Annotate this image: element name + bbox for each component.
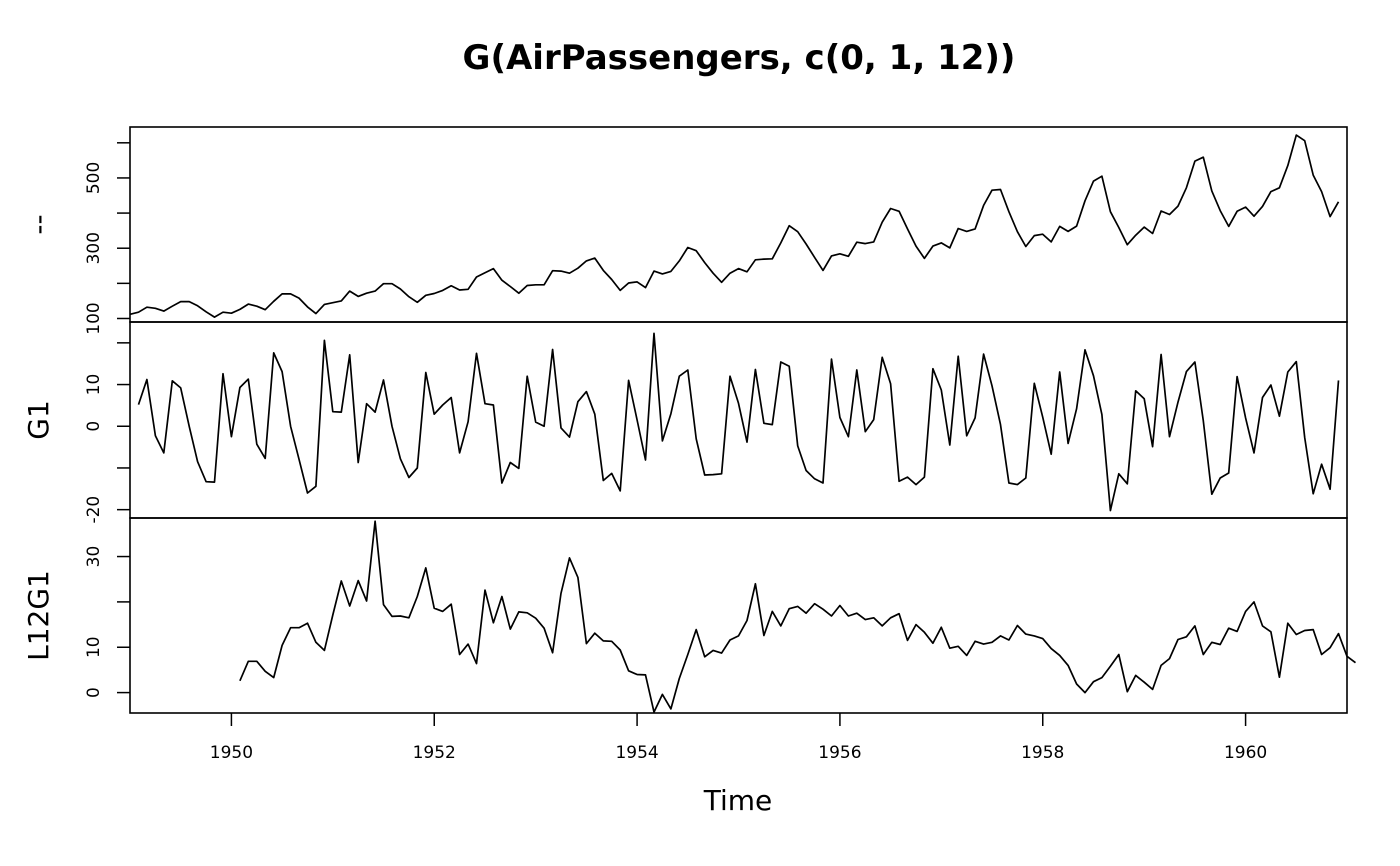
series-line-g1 (137, 332, 1340, 512)
y-axis-title-passengers: -- (22, 214, 55, 234)
y-axis-title-l12g1: L12G1 (22, 570, 55, 661)
x-tick-label: 1952 (413, 743, 456, 763)
chart-title: G(AirPassengers, c(0, 1, 12)) (463, 38, 1016, 78)
y-tick-label-l12g1: 10 (84, 636, 104, 658)
y-tick-label-passengers: 500 (84, 162, 104, 194)
x-tick-label: 1954 (615, 743, 658, 763)
y-axis-title-g1: G1 (22, 400, 55, 440)
y-tick-label-g1: 0 (84, 421, 104, 432)
series-line-l12g1 (239, 520, 1357, 713)
panel-frame-passengers (129, 126, 1348, 323)
y-tick-label-g1: 10 (84, 374, 104, 396)
y-tick-label-l12g1: 0 (84, 687, 104, 698)
y-tick-label-passengers: 100 (84, 302, 104, 334)
series-line-passengers (129, 134, 1340, 318)
x-tick-label: 1956 (818, 743, 861, 763)
x-tick-label: 1960 (1224, 743, 1267, 763)
panel-l12g1: 0 10 30 L12G1 (22, 517, 1357, 714)
x-axis: 1950 1952 1954 1956 1958 1960 (210, 713, 1267, 763)
x-tick-label: 1950 (210, 743, 253, 763)
panel-frame-l12g1 (129, 517, 1348, 714)
y-tick-label-g1: -20 (84, 496, 104, 524)
x-tick-label: 1958 (1021, 743, 1064, 763)
panel-g1: -20 0 10 G1 (22, 321, 1348, 524)
panel-passengers: 100 300 500 -- (22, 126, 1348, 335)
y-tick-label-l12g1: 30 (84, 546, 104, 568)
x-axis-title: Time (703, 784, 773, 817)
y-tick-label-passengers: 300 (84, 232, 104, 264)
